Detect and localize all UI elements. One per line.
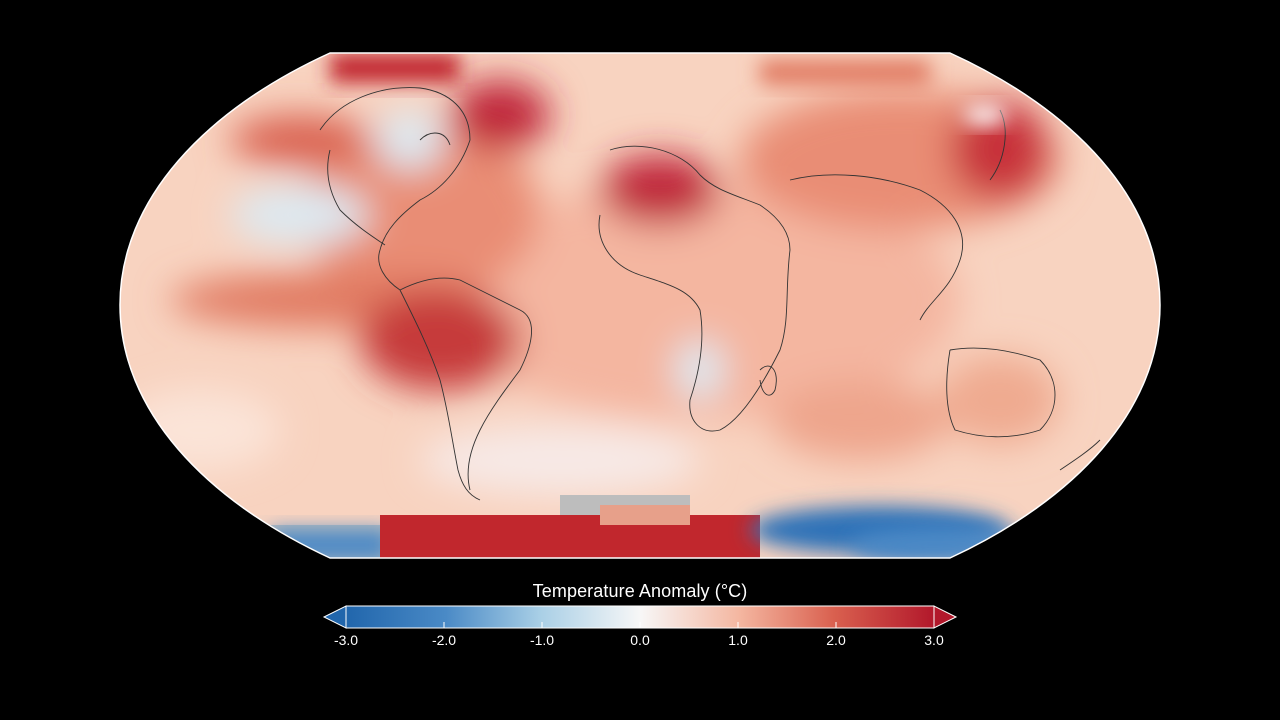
- colorbar-tick-label: 0.0: [630, 632, 650, 648]
- legend-title: Temperature Anomaly (°C): [532, 581, 748, 601]
- colorbar-tick-labels: -3.0 -2.0 -1.0 0.0 1.0 2.0 3.0: [320, 632, 960, 654]
- anomaly-field: [120, 53, 1160, 558]
- colorbar-ticks: [345, 622, 935, 628]
- colorbar-tick-label: -3.0: [333, 632, 359, 648]
- colorbar-extend-high: [933, 605, 958, 629]
- anomaly-blobs: [120, 80, 1060, 495]
- colorbar: [322, 605, 958, 629]
- arctic-band: [330, 53, 930, 85]
- colorbar-tick-label: 2.0: [826, 632, 846, 648]
- coastlines: [319, 87, 1101, 501]
- colorbar-tick-label: -1.0: [529, 632, 555, 648]
- colorbar-extend-low: [322, 605, 347, 629]
- map-border: [119, 52, 1161, 559]
- cool-spot: [963, 105, 1007, 125]
- colorbar-tick-label: 3.0: [924, 632, 944, 648]
- colorbar-tick-label: 1.0: [728, 632, 748, 648]
- colorbar-tick-label: -2.0: [431, 632, 457, 648]
